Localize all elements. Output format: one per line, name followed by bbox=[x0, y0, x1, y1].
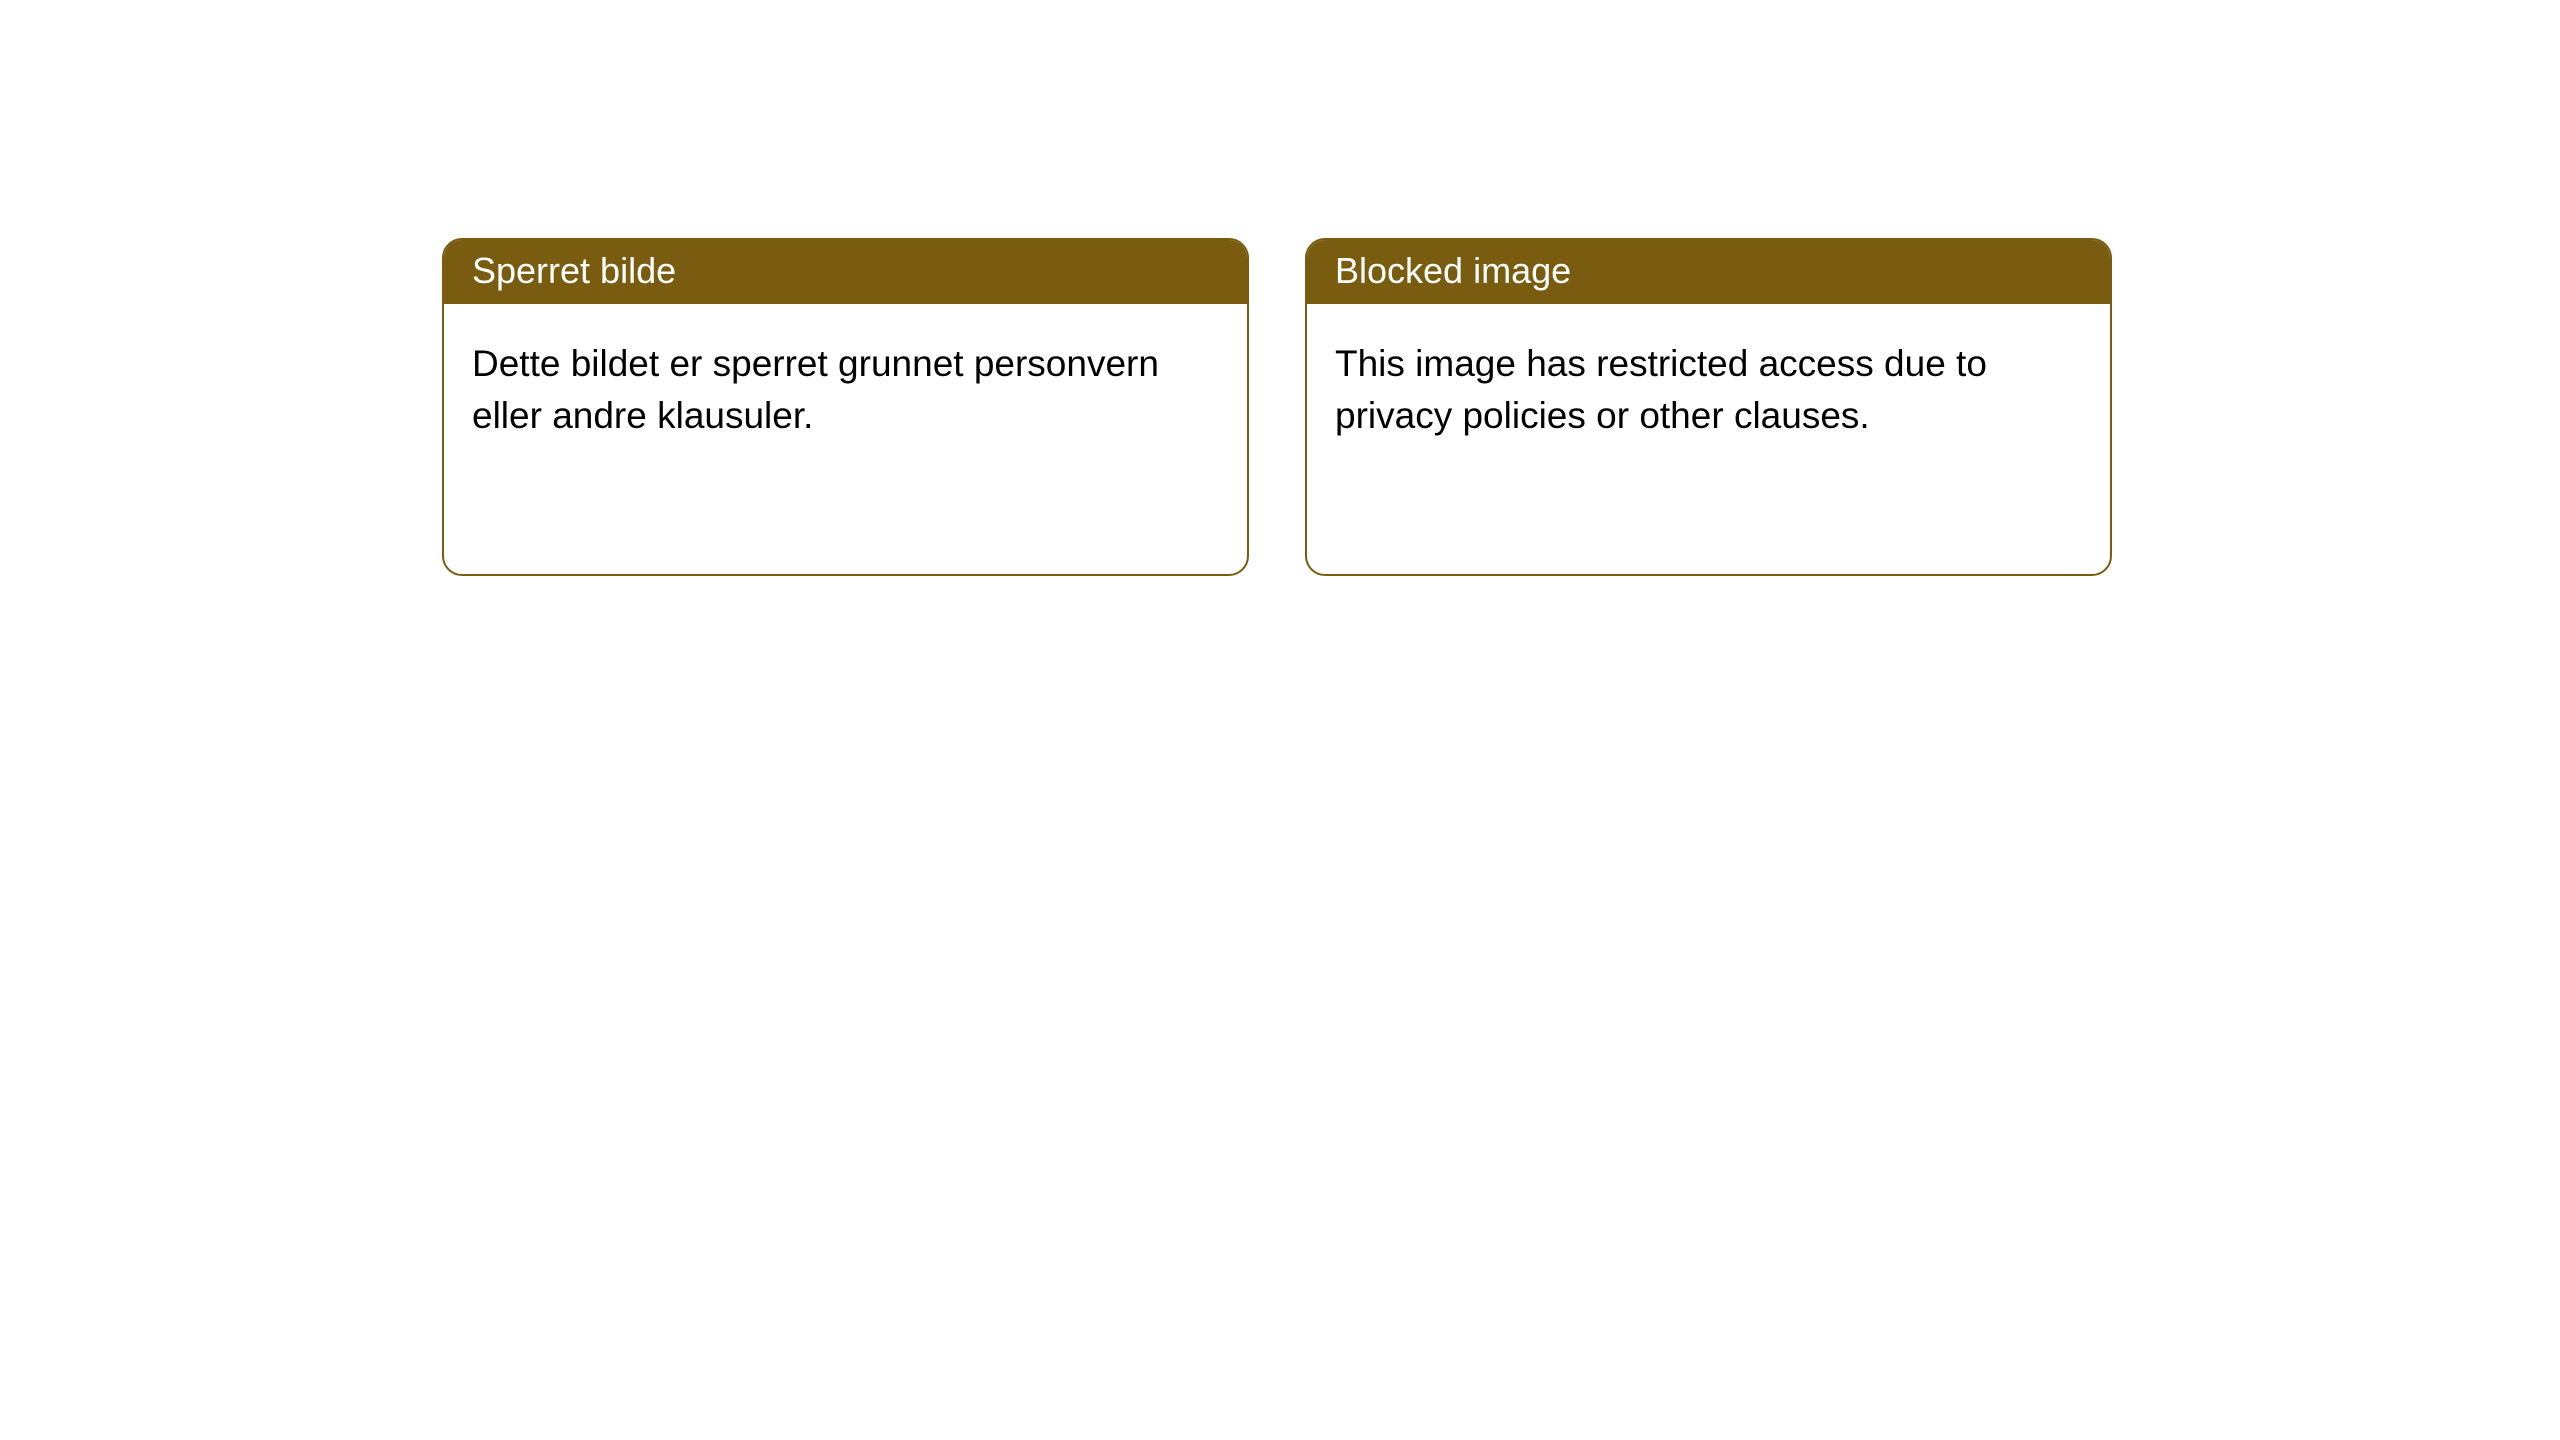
notice-body-text: This image has restricted access due to … bbox=[1307, 304, 2110, 476]
notice-container: Sperret bilde Dette bildet er sperret gr… bbox=[0, 0, 2560, 576]
notice-title: Blocked image bbox=[1307, 240, 2110, 304]
notice-body-text: Dette bildet er sperret grunnet personve… bbox=[444, 304, 1247, 476]
notice-title: Sperret bilde bbox=[444, 240, 1247, 304]
notice-box-norwegian: Sperret bilde Dette bildet er sperret gr… bbox=[442, 238, 1249, 576]
notice-box-english: Blocked image This image has restricted … bbox=[1305, 238, 2112, 576]
